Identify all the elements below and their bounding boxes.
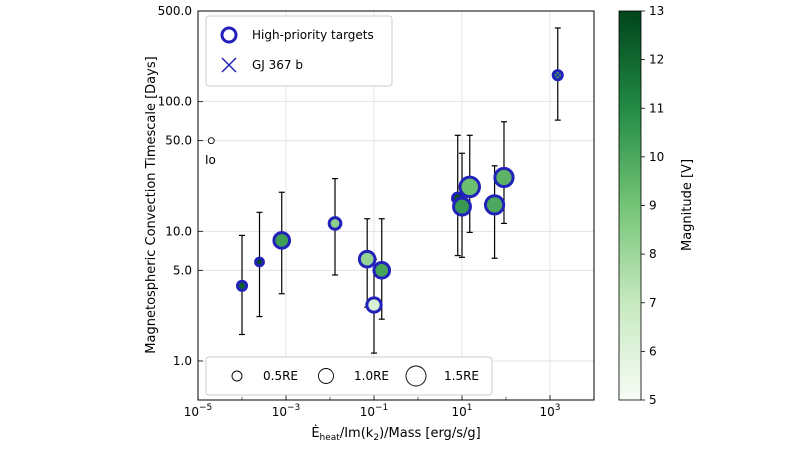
x-tick-label: 10−3 bbox=[272, 403, 301, 419]
legend-gj367-label: GJ 367 b bbox=[252, 58, 303, 72]
x-axis-label: Ėheat/Im(k2)/Mass [erg/s/g] bbox=[311, 425, 480, 443]
x-tick-label: 101 bbox=[451, 403, 472, 419]
point-layer bbox=[207, 69, 564, 314]
colorbar-tick-label: 10 bbox=[649, 150, 664, 164]
io-annotation: Io bbox=[205, 153, 216, 167]
target-point bbox=[235, 279, 249, 292]
colorbar-ticks: 5 6 7 8 9 10 11 12 13 bbox=[641, 4, 664, 407]
colorbar-tick-label: 7 bbox=[649, 296, 657, 310]
legend-size-large-label: 1.5RE bbox=[444, 369, 479, 383]
io-point bbox=[207, 137, 215, 145]
x-label-end: )/Mass [erg/s/g] bbox=[379, 426, 481, 441]
y-tick-label: 100.0 bbox=[158, 95, 192, 109]
y-tick-label: 1.0 bbox=[173, 354, 192, 368]
legend-gj367-marker-b bbox=[221, 57, 237, 73]
x-tick-label: 10−5 bbox=[184, 403, 213, 419]
target-point bbox=[452, 196, 472, 217]
colorbar-tick-label: 5 bbox=[649, 393, 657, 407]
target-point bbox=[272, 231, 292, 250]
colorbar-gradient bbox=[618, 10, 642, 401]
target-point bbox=[357, 249, 377, 269]
target-point bbox=[327, 216, 343, 231]
legend-top: High-priority targets GJ 367 b bbox=[205, 15, 393, 87]
x-tick-label: 103 bbox=[539, 403, 560, 419]
x-label-sub: heat bbox=[320, 433, 341, 443]
target-point bbox=[483, 194, 506, 216]
legend-size-medium-marker bbox=[318, 368, 334, 384]
y-axis-label: Magnetospheric Convection Timescale [Day… bbox=[144, 56, 159, 353]
tick-layer: 10−5 10−3 10−1 101 103 1.0 5.0 10.0 50.0 100.0 500… bbox=[158, 4, 595, 419]
legend-size-large-marker bbox=[405, 365, 427, 387]
x-label-main: Ė bbox=[311, 425, 319, 441]
legend-bottom-frame bbox=[205, 356, 493, 396]
colorbar-tick-label: 6 bbox=[649, 344, 657, 358]
x-label-rest: /Im(k bbox=[340, 426, 374, 441]
y-tick-label: 5.0 bbox=[173, 263, 192, 277]
legend-high-priority-marker bbox=[220, 26, 238, 44]
y-tick-label: 500.0 bbox=[158, 4, 192, 18]
legend-size-small-marker bbox=[231, 370, 243, 382]
y-tick-label: 50.0 bbox=[165, 134, 192, 148]
y-tick-label: 10.0 bbox=[165, 224, 192, 238]
legend-top-frame bbox=[205, 15, 393, 87]
legend-size-medium-label: 1.0RE bbox=[354, 369, 389, 383]
colorbar-tick-label: 12 bbox=[649, 53, 664, 67]
colorbar: 5 6 7 8 9 10 11 12 13 Magnitude [V] bbox=[618, 4, 695, 407]
gj367-cross-b bbox=[554, 71, 562, 79]
target-point bbox=[254, 256, 265, 268]
colorbar-label: Magnitude [V] bbox=[680, 159, 695, 251]
target-point bbox=[365, 296, 383, 314]
colorbar-tick-label: 13 bbox=[649, 4, 664, 18]
legend-bottom: 0.5RE 1.0RE 1.5RE bbox=[205, 356, 493, 396]
legend-high-priority-label: High-priority targets bbox=[252, 28, 374, 42]
target-point bbox=[458, 175, 481, 199]
colorbar-tick-label: 9 bbox=[649, 199, 657, 213]
colorbar-tick-label: 11 bbox=[649, 101, 664, 115]
target-point bbox=[493, 166, 515, 189]
x-label-sub2: 2 bbox=[373, 433, 379, 443]
legend-size-small-label: 0.5RE bbox=[263, 369, 298, 383]
target-point bbox=[372, 261, 392, 280]
plot-frame bbox=[197, 10, 595, 401]
x-tick-label: 10−1 bbox=[360, 403, 389, 419]
colorbar-tick-label: 8 bbox=[649, 247, 657, 261]
